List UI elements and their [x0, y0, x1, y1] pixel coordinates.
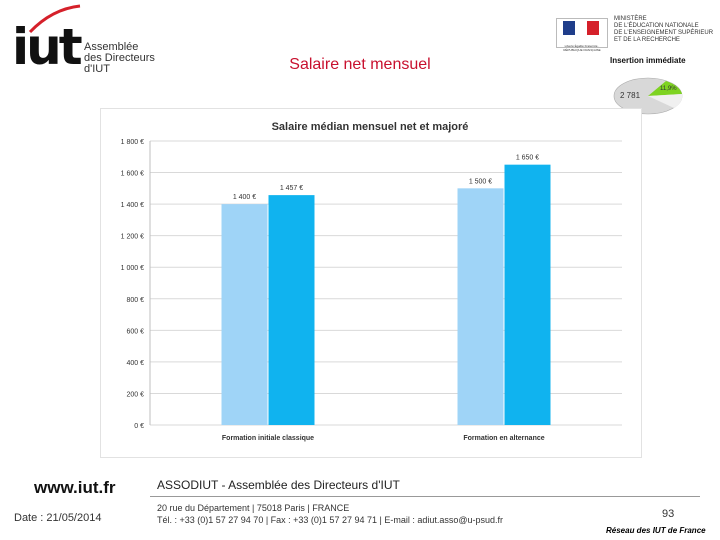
y-tick-label: 1 400 €: [121, 202, 144, 209]
x-category-label: Formation initiale classique: [222, 435, 314, 442]
bar: [268, 195, 315, 425]
footer-divider: [150, 496, 700, 497]
y-tick-label: 1 800 €: [121, 139, 144, 146]
iut-logo-word: iut: [12, 18, 83, 76]
insertion-pie: 2 781 11,9%: [613, 77, 683, 115]
page-title: Salaire net mensuel: [289, 56, 431, 73]
pie-main-label: 2 781: [620, 91, 641, 100]
ministry-flag-logo: Liberté Égalité Fraternité · RÉPUBLIQUE …: [556, 18, 608, 52]
x-category-label: Formation en alternance: [463, 435, 544, 442]
page-number: 93: [662, 508, 675, 520]
assoc-name: Assemblée des Directeurs d'IUT: [84, 41, 155, 75]
bar-value-label: 1 457 €: [280, 185, 303, 192]
y-tick-label: 200 €: [126, 391, 144, 398]
bar-value-label: 1 500 €: [469, 178, 492, 185]
footer-date: Date : 21/05/2014: [14, 512, 102, 524]
y-tick-label: 0 €: [134, 423, 144, 430]
chart-title: Salaire médian mensuel net et majoré: [272, 121, 469, 133]
y-tick-label: 1 000 €: [121, 265, 144, 272]
ministry-name: MINISTÈRE DE L'ÉDUCATION NATIONALE DE L'…: [614, 16, 714, 43]
pie-slice-light: [648, 94, 683, 108]
footer-org: ASSODIUT - Assemblée des Directeurs d'IU…: [157, 478, 400, 492]
bar: [221, 204, 268, 425]
footer-address: 20 rue du Département | 75018 Paris | FR…: [157, 502, 503, 526]
footer-contact-line: Tél. : +33 (0)1 57 27 94 70 | Fax : +33 …: [157, 515, 504, 525]
footer-address-line: 20 rue du Département | 75018 Paris | FR…: [157, 503, 350, 513]
y-tick-label: 600 €: [126, 328, 144, 335]
footer-url-link[interactable]: www.iut.fr: [34, 478, 116, 497]
bar-value-label: 1 400 €: [233, 194, 256, 201]
y-tick-label: 800 €: [126, 297, 144, 304]
chart-frame: [100, 108, 642, 458]
y-tick-label: 1 200 €: [121, 234, 144, 241]
iut-logo-swoosh: [28, 4, 81, 34]
pie-slice-green: [648, 81, 682, 96]
insertion-title: Insertion immédiate: [610, 56, 686, 65]
y-tick-label: 1 600 €: [121, 171, 144, 178]
bar-value-label: 1 650 €: [516, 155, 539, 162]
bar: [457, 188, 504, 425]
reseau-logo-text: Réseau des IUT de France: [606, 526, 706, 535]
pie-slice-label: 11,9%: [660, 86, 677, 92]
y-tick-label: 400 €: [126, 360, 144, 367]
bar: [504, 164, 551, 425]
